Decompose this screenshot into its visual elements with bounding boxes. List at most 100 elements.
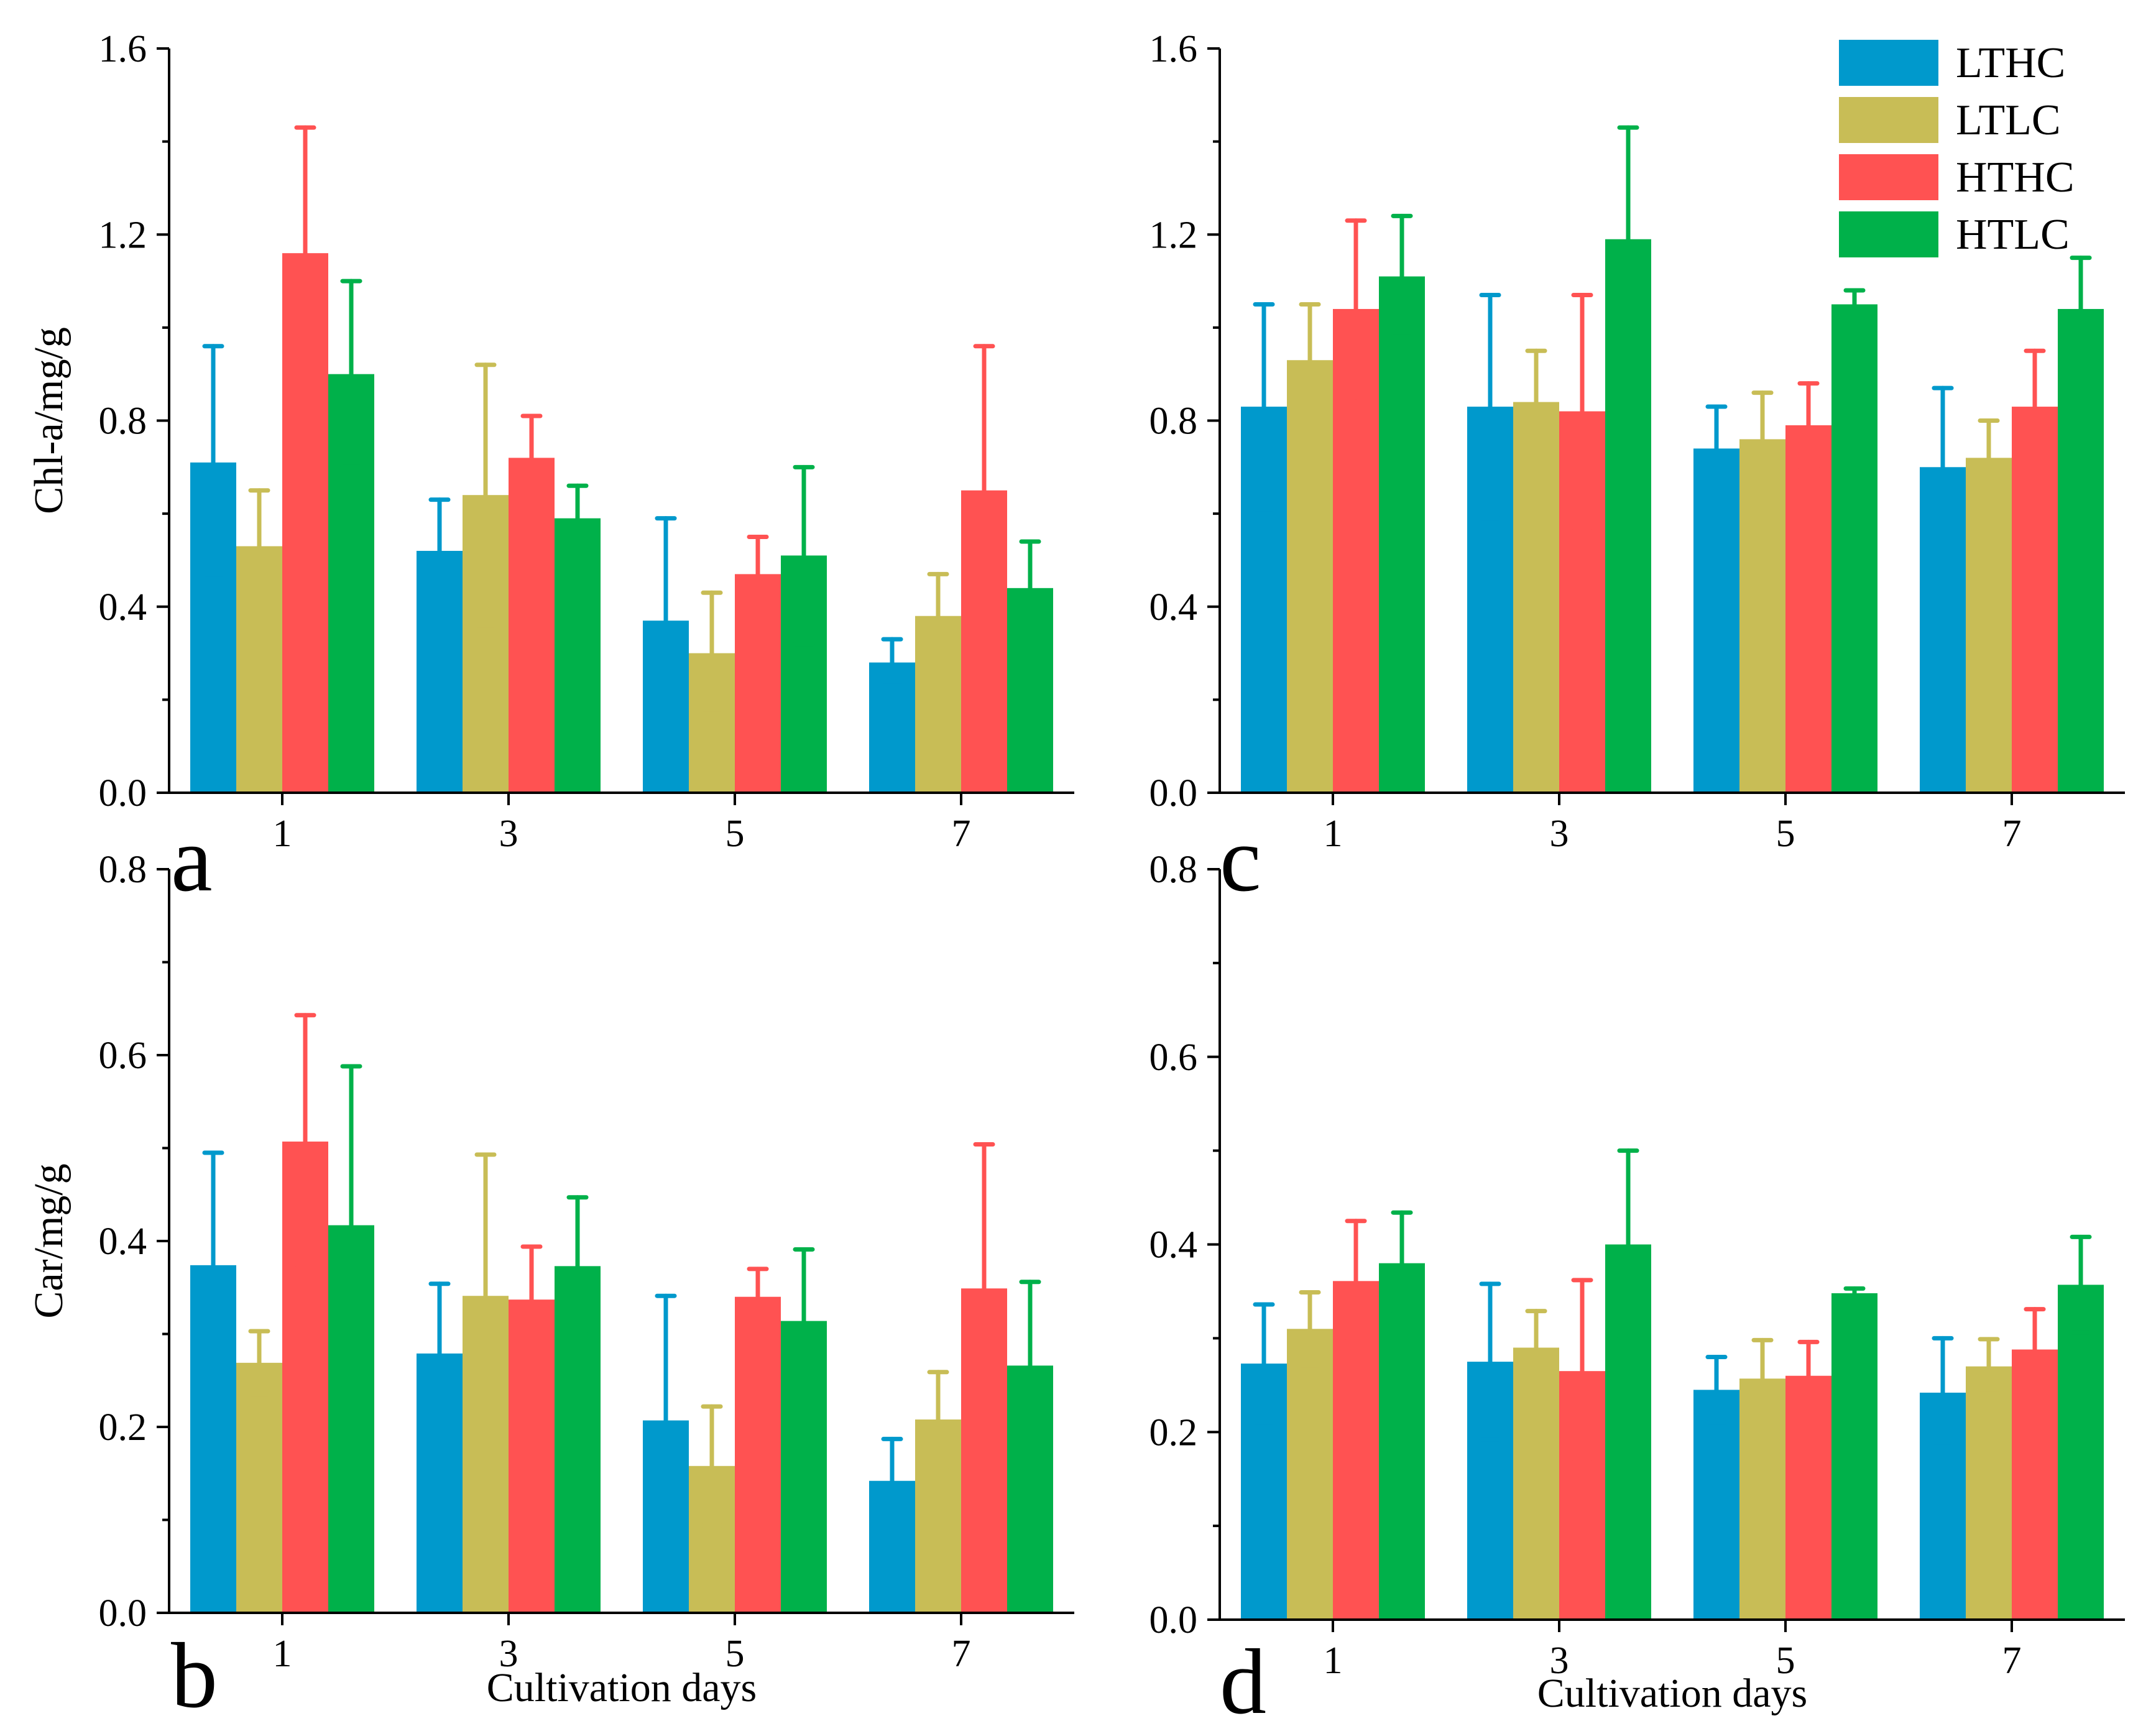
y-tick-label: 0.0 [99,772,147,815]
bar-ltlc-day-3 [1513,402,1559,793]
x-tick-label: 7 [2002,1640,2022,1682]
y-tick-label: 0.6 [1149,1036,1198,1079]
x-tick-label: 7 [952,813,971,855]
error-bar-htlc-day-5 [793,1247,815,1395]
error-bar-htlc-day-1 [1391,213,1413,339]
y-axis-title: Chl-a/mg/g [26,327,71,514]
y-tick-label: 1.6 [99,28,147,70]
bar-ltlc-day-3 [1513,1347,1559,1620]
x-axis-title: Cultivation days [1537,1671,1807,1716]
panel-a: 0.0 0.4 0.8 1.2 1.6 1 3 5 7 Chl-a/mg/g a [26,28,1074,911]
bar-ltlc-day-1 [1287,360,1333,793]
bar-lthc-day-5 [1693,1390,1739,1620]
error-bar-ltlc-day-1 [248,1329,270,1397]
x-tick-label: 1 [273,813,292,855]
x-axis-title: Cultivation days [487,1665,757,1710]
bar-hthc-day-5 [1785,425,1831,793]
bar-ltlc-day-1 [236,1362,282,1613]
error-bar-ltlc-day-1 [248,488,270,604]
y-tick-label: 0.4 [99,586,147,629]
error-bar-ltlc-day-1 [1299,302,1321,418]
x-tick-label: 3 [1550,813,1569,855]
legend: LTHC LTLC HTHC HTLC [1839,39,2075,259]
y-tick-label: 0.4 [1149,1224,1198,1267]
error-bar-lthc-day-5 [655,1293,677,1548]
y-tick-label: 0.6 [99,1035,147,1077]
x-tick-label: 5 [726,1633,745,1675]
error-bar-hthc-day-3 [1571,1278,1593,1465]
error-bar-lthc-day-1 [1253,1302,1275,1425]
error-bar-ltlc-day-5 [1751,390,1774,488]
bar-lthc-day-5 [1693,448,1739,793]
bar-htlc-day-5 [1831,304,1877,793]
error-bar-hthc-day-1 [294,1013,316,1270]
error-bar-hthc-day-3 [520,413,543,502]
legend-label-hthc: HTHC [1956,154,2075,201]
error-bar-ltlc-day-7 [1978,1337,2000,1396]
panel-d: 0.0 0.2 0.4 0.6 0.8 1 3 5 7 Cultivation days d [1149,849,2125,1726]
bar-hthc-day-5 [735,1296,781,1613]
error-bar-ltlc-day-7 [927,571,949,660]
x-tick-label: 3 [499,1633,518,1675]
error-bar-lthc-day-5 [1705,1355,1728,1425]
panel-label-b: b [171,1624,218,1726]
error-bar-ltlc-day-3 [474,1152,497,1439]
error-bar-lthc-day-7 [1932,385,1954,548]
y-tick-label: 0.0 [99,1592,147,1635]
error-bar-htlc-day-7 [1019,539,1041,637]
y-tick-label: 0.4 [1149,586,1198,629]
error-bar-lthc-day-5 [1705,404,1728,493]
error-bar-htlc-day-5 [793,464,815,647]
y-tick-label: 1.2 [1149,214,1198,256]
x-tick-label: 7 [2002,813,2022,855]
y-axis-title: Car/mg/g [26,1163,71,1318]
y-tick-label: 0.8 [99,400,147,443]
x-tick-label: 5 [726,813,745,855]
bar-ltlc-day-7 [1966,458,2012,793]
error-bar-hthc-day-1 [294,125,316,381]
error-bar-lthc-day-1 [1253,302,1275,512]
y-tick-label: 0.8 [1149,849,1198,891]
error-bar-htlc-day-3 [566,1195,589,1337]
error-bar-hthc-day-5 [1797,381,1820,469]
error-bar-lthc-day-5 [655,516,677,726]
bar-hthc-day-3 [509,458,555,793]
error-bar-htlc-day-7 [2070,1234,2092,1335]
legend-label-htlc: HTLC [1956,211,2070,259]
error-bar-hthc-day-5 [1797,1339,1820,1412]
error-bar-ltlc-day-1 [1299,1290,1321,1368]
error-bar-hthc-day-7 [973,344,995,637]
error-bar-hthc-day-7 [973,1142,995,1435]
bar-htlc-day-1 [1379,1263,1425,1620]
error-bar-htlc-day-3 [1617,125,1639,353]
legend-swatch-ltlc [1839,97,1938,143]
error-bar-hthc-day-3 [1571,293,1593,530]
bar-htlc-day-5 [1831,1293,1877,1620]
error-bar-hthc-day-1 [1345,218,1367,400]
legend-label-lthc: LTHC [1956,39,2065,87]
x-tick-label: 1 [273,1633,292,1675]
bar-htlc-day-7 [2058,308,2104,793]
legend-label-ltlc: LTLC [1956,96,2061,144]
error-bar-htlc-day-5 [1843,288,1866,321]
x-tick-label: 5 [1776,1640,1795,1682]
error-bar-htlc-day-1 [1391,1210,1413,1316]
error-bar-htlc-day-1 [340,279,362,469]
bar-ltlc-day-1 [1287,1329,1333,1620]
error-bar-lthc-day-1 [202,1150,224,1380]
bar-htlc-day-1 [1379,276,1425,793]
x-tick-label: 3 [499,813,518,855]
x-tick-label: 3 [1550,1640,1569,1682]
error-bar-hthc-day-7 [2024,348,2046,465]
y-tick-label: 0.8 [1149,400,1198,443]
error-bar-ltlc-day-5 [1751,1337,1774,1419]
error-bar-hthc-day-7 [2024,1307,2046,1392]
panel-label-d: d [1220,1630,1266,1726]
error-bar-hthc-day-1 [1345,1219,1367,1344]
error-bar-lthc-day-7 [1932,1336,1954,1449]
y-tick-label: 0.0 [1149,1599,1198,1641]
error-bar-ltlc-day-7 [1978,418,2000,497]
x-tick-label: 1 [1324,813,1343,855]
x-tick-label: 7 [952,1633,971,1675]
